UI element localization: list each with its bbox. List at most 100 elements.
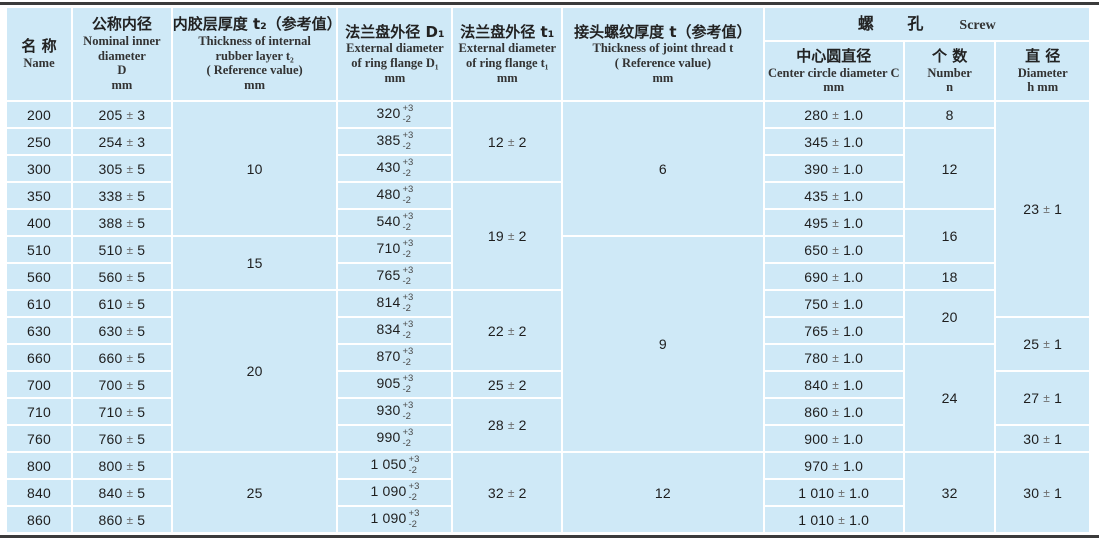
header-screw-number-zh: 个 数 [932, 46, 968, 65]
cell-center-circle-diameter: 690 ±1.0 [764, 264, 903, 289]
cell-flange-outer-diameter-d1: 814 +3 -2 [338, 291, 452, 316]
cell-nominal-inner-diameter: 560 ±5 [73, 264, 171, 289]
header-flange-outer-t1-zh: 法兰盘外径 t₁ [460, 22, 555, 41]
header-center-circle-en: Center circle diameter C mm [767, 65, 900, 95]
cell-flange-outer-diameter-d1: 430 +3 -2 [338, 156, 452, 181]
cell-center-circle-diameter: 435 ±1.0 [764, 183, 903, 208]
header-flange-outer-d1: 法兰盘外径 D₁ External diameter of ring flang… [338, 8, 452, 100]
cell-name: 560 [7, 264, 72, 289]
cell-center-circle-diameter: 1 010 ±1.0 [764, 507, 903, 532]
tolerance-stack: +3 -2 [408, 508, 420, 530]
cell-flange-outer-diameter-d1: 905 +3 -2 [338, 372, 452, 397]
cell-flange-outer-diameter-d1: 1 050 +3 -2 [338, 453, 452, 478]
header-inner-diameter-zh: 公称内径 [91, 15, 152, 34]
cell-name: 700 [7, 372, 72, 397]
cell-nominal-inner-diameter: 710 ±5 [73, 399, 171, 424]
header-flange-outer-t1: 法兰盘外径 t₁ External diameter of ring flang… [453, 8, 562, 100]
cell-center-circle-diameter: 970 ±1.0 [764, 453, 903, 478]
header-inner-diameter: 公称内径 Nominal inner diameter D mm [73, 8, 171, 100]
table-row: 660 660 ±5 870 +3 -2 780 ±1.0 24 [7, 345, 1089, 451]
header-inner-diameter-en: Nominal inner diameter D mm [83, 33, 161, 93]
header-flange-outer-d1-en: External diameter of ring flange D₁ mm [346, 41, 444, 85]
cell-name: 400 [7, 210, 72, 235]
table-row: 400 388 ±5 540 +3 -2 495 ±1.0 16 [7, 210, 1089, 262]
cell-flange-outer-diameter-d1: 765 +3 -2 [338, 264, 452, 289]
cell-nominal-inner-diameter: 700 ±5 [73, 372, 171, 397]
header-screw-group: 螺 孔 Screw [764, 8, 1089, 40]
header-joint-thread-en: Thickness of joint thread t ( Reference … [592, 41, 734, 85]
tolerance-stack: +3 -2 [402, 427, 414, 449]
header-name-en: Name [23, 56, 55, 70]
header-rubber-thickness: 内胶层厚度 t₂（参考值） Thickness of internal rubb… [172, 8, 342, 100]
cell-screw-number: 16 [904, 210, 995, 262]
cell-flange-outer-diameter-d1: 710 +3 -2 [338, 237, 452, 262]
cell-screw-diameter: 23 ±1 [996, 102, 1089, 316]
cell-joint-thread-thickness: 6 [563, 102, 763, 235]
cell-screw-number: 20 [904, 291, 995, 343]
cell-center-circle-diameter: 650 ±1.0 [764, 237, 903, 262]
cell-center-circle-diameter: 840 ±1.0 [764, 372, 903, 397]
cell-nominal-inner-diameter: 338 ±5 [73, 183, 171, 208]
cell-center-circle-diameter: 765 ±1.0 [764, 318, 903, 343]
tolerance-stack: +3 -2 [402, 400, 414, 422]
cell-nominal-inner-diameter: 205 ±3 [73, 102, 171, 127]
cell-screw-diameter: 30 ±1 [996, 453, 1089, 532]
cell-flange-outer-diameter-d1: 540 +3 -2 [338, 210, 452, 235]
table-row: 610 610 ±5 20 814 +3 -2 22 ±2 750 ±1.0 20 [7, 291, 1089, 451]
cell-rubber-thickness: 10 [172, 102, 337, 235]
tolerance-stack: +3 -2 [402, 373, 414, 395]
cell-center-circle-diameter: 390 ±1.0 [764, 156, 903, 181]
cell-screw-number: 32 [904, 453, 995, 532]
cell-name: 300 [7, 156, 72, 181]
cell-center-circle-diameter: 860 ±1.0 [764, 399, 903, 424]
cell-name: 510 [7, 237, 72, 262]
cell-nominal-inner-diameter: 760 ±5 [73, 426, 171, 451]
table-body: 200 205 ±3 10 320 +3 -2 12 ±2 6 280 ±1.0 8 23 ±1 250 254… [7, 102, 1089, 532]
cell-screw-number: 24 [904, 345, 995, 451]
tolerance-stack: +3 -2 [402, 103, 414, 125]
header-screw-diameter-en: Diameter h mm [1017, 65, 1068, 95]
cell-rubber-thickness: 20 [172, 291, 337, 451]
header-group-row: 名 称 Name 公称内径 Nominal inner diameter D m… [7, 8, 1089, 100]
header-screw-group-en: Screw [959, 18, 996, 33]
cell-flange-outer-diameter-d1: 1 090 +3 -2 [338, 480, 452, 505]
cell-screw-diameter: 30 ±1 [996, 426, 1089, 451]
table-row: 630 630 ±5 834 +3 -2 765 ±1.0 25 ±1 [7, 318, 1089, 370]
tolerance-stack: +3 -2 [402, 319, 414, 341]
table-row: 840 840 ±5 1 090 +3 -2 1 010 ±1.0 [7, 480, 1089, 505]
header-screw-group-zh: 螺 孔 [857, 14, 938, 33]
table-row: 200 205 ±3 10 320 +3 -2 12 ±2 6 280 ±1.0 8 23 ±1 [7, 102, 1089, 316]
table-row: 710 710 ±5 930 +3 -2 28 ±2 860 ±1.0 [7, 399, 1089, 451]
cell-flange-outer-diameter-d1: 1 090 +3 -2 [338, 507, 452, 532]
cell-flange-thickness-t1: 19 ±2 [453, 183, 562, 289]
cell-nominal-inner-diameter: 510 ±5 [73, 237, 171, 262]
cell-screw-number: 18 [904, 264, 995, 289]
table-row: 760 760 ±5 990 +3 -2 900 ±1.0 30 ±1 [7, 426, 1089, 451]
header-joint-thread-zh: 接头螺纹厚度 t（参考值） [574, 22, 752, 41]
table-header: 名 称 Name 公称内径 Nominal inner diameter D m… [7, 8, 1089, 100]
cell-flange-thickness-t1: 12 ±2 [453, 102, 562, 181]
cell-nominal-inner-diameter: 800 ±5 [73, 453, 171, 478]
cell-nominal-inner-diameter: 610 ±5 [73, 291, 171, 316]
cell-flange-outer-diameter-d1: 385 +3 -2 [338, 129, 452, 154]
table-row: 350 338 ±5 480 +3 -2 19 ±2 435 ±1.0 [7, 183, 1089, 289]
tolerance-stack: +3 -2 [402, 346, 414, 368]
table-row: 300 305 ±5 430 +3 -2 390 ±1.0 [7, 156, 1089, 181]
cell-flange-outer-diameter-d1: 870 +3 -2 [338, 345, 452, 370]
tolerance-stack: +3 -2 [408, 454, 420, 476]
cell-flange-thickness-t1: 28 ±2 [453, 399, 562, 451]
table-row: 560 560 ±5 765 +3 -2 690 ±1.0 18 [7, 264, 1089, 289]
cell-flange-outer-diameter-d1: 834 +3 -2 [338, 318, 452, 343]
cell-rubber-thickness: 15 [172, 237, 337, 289]
cell-nominal-inner-diameter: 305 ±5 [73, 156, 171, 181]
tolerance-stack: +3 -2 [402, 238, 414, 260]
cell-nominal-inner-diameter: 860 ±5 [73, 507, 171, 532]
cell-flange-thickness-t1: 25 ±2 [453, 372, 562, 397]
cell-center-circle-diameter: 345 ±1.0 [764, 129, 903, 154]
table-frame: 名 称 Name 公称内径 Nominal inner diameter D m… [0, 2, 1099, 538]
header-sub-row: 中心圆直径 Center circle diameter C mm 个 数 Nu… [7, 42, 1089, 100]
cell-name: 800 [7, 453, 72, 478]
tolerance-stack: +3 -2 [402, 265, 414, 287]
header-rubber-thickness-zh: 内胶层厚度 t₂（参考值） [172, 15, 342, 34]
cell-center-circle-diameter: 280 ±1.0 [764, 102, 903, 127]
